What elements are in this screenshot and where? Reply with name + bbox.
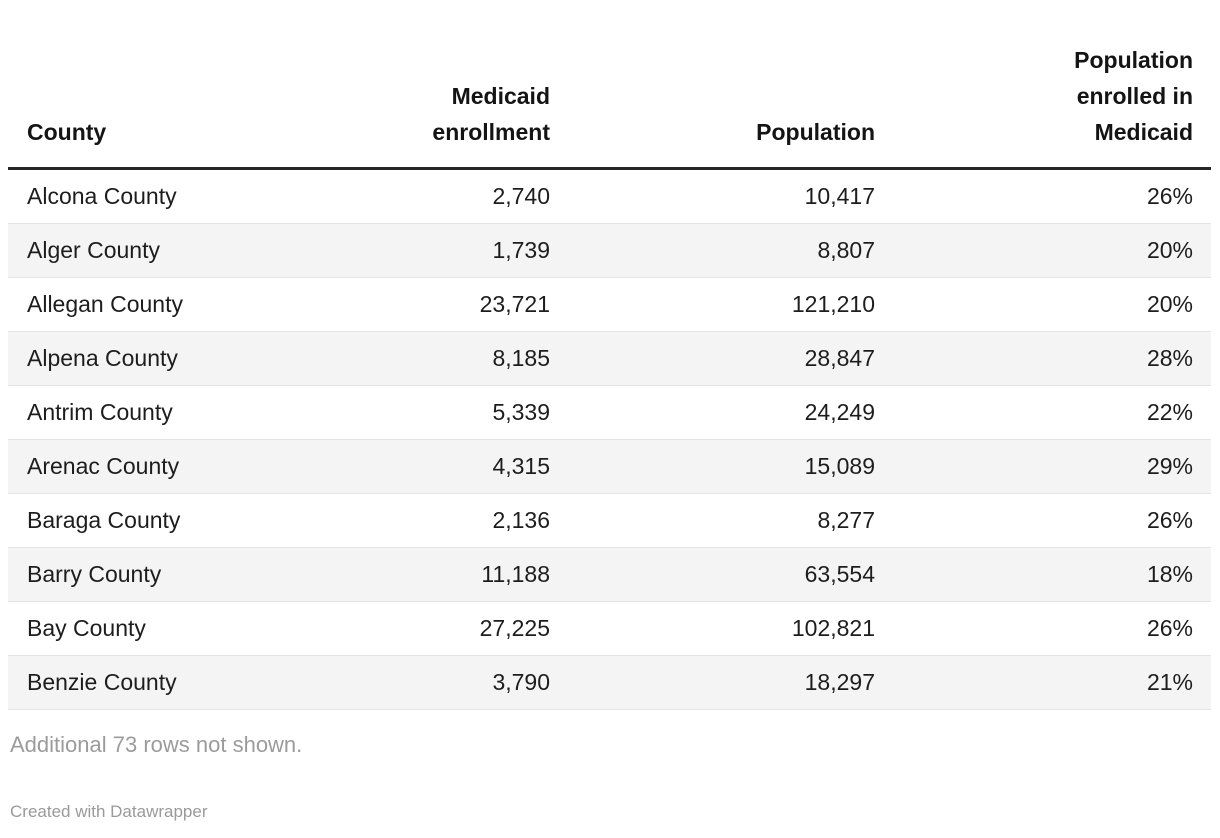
table-row: Alcona County 2,740 10,417 26% — [8, 169, 1211, 224]
column-header-percent-enrolled: Population enrolled in Medicaid — [893, 0, 1211, 170]
county-cell: Allegan County — [8, 277, 368, 332]
medicaid-enrollment-cell: 8,185 — [368, 331, 568, 386]
medicaid-enrollment-cell: 2,740 — [492, 183, 550, 209]
county-cell: Benzie County — [8, 655, 368, 710]
table-row: Arenac County 4,315 15,089 29% — [8, 439, 1211, 494]
table-row: Barry County 11,188 63,554 18% — [8, 547, 1211, 602]
population-cell: 28,847 — [568, 331, 893, 386]
percent-enrolled-cell: 29% — [893, 439, 1211, 494]
percent-enrolled-cell: 20% — [893, 277, 1211, 332]
medicaid-enrollment-cell: 27,225 — [368, 601, 568, 656]
percent-enrolled-cell: 21% — [893, 655, 1211, 710]
percent-enrolled-cell: 18% — [893, 547, 1211, 602]
population-cell: 102,821 — [568, 601, 893, 656]
table-header: County Medicaid enrollment Population Po… — [8, 0, 1211, 170]
rows-not-shown-note: Additional 73 rows not shown. — [10, 732, 303, 757]
table-row: Baraga County 2,136 8,277 26% — [8, 493, 1211, 548]
county-cell: Barry County — [8, 547, 368, 602]
medicaid-enrollment-cell: 11,188 — [368, 547, 568, 602]
column-header-population: Population — [568, 0, 893, 170]
medicaid-enrollment-cell: 1,739 — [368, 223, 568, 278]
header-row: County Medicaid enrollment Population Po… — [8, 0, 1211, 170]
medicaid-county-table: County Medicaid enrollment Population Po… — [8, 0, 1211, 710]
column-header-county: County — [8, 0, 368, 170]
table-row: Alger County 1,739 8,807 20% — [8, 223, 1211, 278]
county-cell: Alpena County — [8, 331, 368, 386]
population-cell: 121,210 — [568, 277, 893, 332]
table-row: Benzie County 3,790 18,297 21% — [8, 655, 1211, 710]
county-cell: Antrim County — [8, 385, 368, 440]
column-header-medicaid-enrollment: Medicaid enrollment — [368, 0, 568, 170]
table-row: Antrim County 5,339 24,249 22% — [8, 385, 1211, 440]
county-cell: Baraga County — [8, 493, 368, 548]
percent-enrolled-cell: 26% — [893, 493, 1211, 548]
percent-enrolled-cell: 28% — [893, 331, 1211, 386]
population-cell: 63,554 — [568, 547, 893, 602]
table-row: Bay County 27,225 102,821 26% — [8, 601, 1211, 656]
population-cell: 15,089 — [568, 439, 893, 494]
table-row: Allegan County 23,721 121,210 20% — [8, 277, 1211, 332]
medicaid-enrollment-cell: 2,136 — [368, 493, 568, 548]
medicaid-enrollment-cell: 5,339 — [368, 385, 568, 440]
percent-enrolled-cell: 26% — [893, 601, 1211, 656]
medicaid-enrollment-cell: 4,315 — [368, 439, 568, 494]
medicaid-enrollment-cell: 23,721 — [368, 277, 568, 332]
population-cell: 18,297 — [568, 655, 893, 710]
datawrapper-attribution-link[interactable]: Created with Datawrapper — [10, 802, 208, 821]
medicaid-enrollment-cell: 3,790 — [368, 655, 568, 710]
population-cell: 10,417 — [804, 183, 875, 209]
population-cell: 24,249 — [568, 385, 893, 440]
population-cell: 8,807 — [568, 223, 893, 278]
percent-enrolled-cell: 20% — [893, 223, 1211, 278]
table-body: Alcona County 2,740 10,417 26% Alger County 1… — [8, 169, 1211, 710]
population-cell: 8,277 — [568, 493, 893, 548]
county-cell: Arenac County — [8, 439, 368, 494]
table-row: Alpena County 8,185 28,847 28% — [8, 331, 1211, 386]
county-cell: Bay County — [8, 601, 368, 656]
county-cell: Alcona County — [27, 183, 177, 209]
percent-enrolled-cell: 22% — [893, 385, 1211, 440]
county-cell: Alger County — [8, 223, 368, 278]
percent-enrolled-cell: 26% — [1146, 183, 1193, 209]
